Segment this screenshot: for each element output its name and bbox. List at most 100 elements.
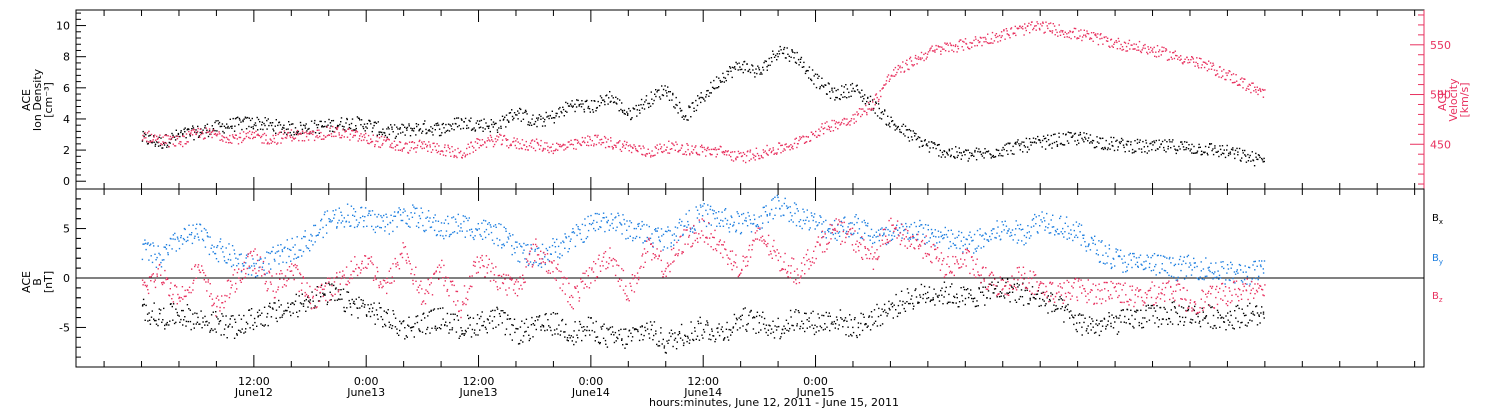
by-series-point (294, 253, 296, 256)
ion-density-point (741, 68, 743, 71)
velocity-point (860, 115, 862, 118)
bx-series-point (576, 334, 578, 336)
ion-density-point (396, 126, 398, 128)
bx-series-point (368, 307, 371, 310)
velocity-point (450, 155, 452, 157)
velocity-point (284, 136, 287, 139)
velocity-point (1076, 38, 1078, 40)
bx-series-point (716, 327, 718, 330)
ion-density-point (661, 85, 663, 87)
ion-density-point (543, 121, 545, 123)
ion-density-point (832, 91, 834, 93)
by-series-point (651, 233, 653, 235)
velocity-point (1068, 36, 1070, 39)
bottom-left-tick-label: 0 (63, 272, 70, 285)
bx-series-point (860, 322, 862, 325)
bx-series-point (1217, 317, 1219, 319)
ion-density-point (504, 116, 506, 118)
velocity-point (1236, 80, 1238, 82)
ion-density-point (1029, 141, 1032, 143)
ion-density-point (360, 119, 363, 121)
bx-series-point (535, 328, 537, 331)
ion-density-point (544, 118, 546, 121)
velocity-point (621, 146, 624, 148)
velocity-point (193, 128, 195, 131)
by-series-point (240, 253, 242, 255)
velocity-point (780, 144, 782, 147)
by-series-point (450, 233, 452, 235)
by-series-point (684, 225, 686, 227)
by-series-point (481, 222, 483, 224)
ion-density-point (141, 140, 144, 142)
bx-series-point (1184, 316, 1187, 319)
bx-series-point (1033, 297, 1035, 299)
ion-density-point (651, 98, 653, 100)
by-series-point (777, 196, 779, 199)
ion-density-point (151, 142, 153, 144)
bx-series-point (445, 321, 447, 323)
velocity-point (742, 160, 745, 162)
velocity-point (479, 139, 481, 141)
by-series-point (759, 228, 761, 230)
velocity-point (349, 133, 352, 135)
bx-series-point (509, 318, 512, 320)
bx-series-point (1190, 318, 1192, 321)
by-series-point (513, 247, 515, 250)
velocity-point (666, 146, 668, 148)
bx-series-point (1082, 314, 1084, 316)
ion-density-point (146, 143, 149, 145)
ion-density-point (856, 89, 859, 91)
bx-series-point (963, 288, 966, 291)
velocity-point (689, 154, 691, 156)
velocity-point (1124, 42, 1127, 44)
bx-series-point (651, 324, 653, 326)
by-series-point (459, 230, 461, 232)
ion-density-point (562, 108, 565, 111)
bx-series-point (938, 300, 941, 302)
velocity-point (1208, 68, 1210, 70)
ion-density-point (282, 126, 284, 129)
bx-series-point (142, 304, 144, 306)
velocity-point (1021, 25, 1024, 28)
ion-density-point (810, 79, 813, 82)
velocity-point (330, 133, 333, 135)
bx-series-point (721, 326, 723, 328)
bx-series-point (746, 324, 748, 326)
bx-series-point (569, 337, 571, 339)
by-series-point (190, 234, 192, 236)
ion-density-point (155, 141, 158, 143)
ion-density-point (826, 93, 828, 95)
ion-density-point (841, 85, 843, 87)
ion-density-point (165, 134, 167, 136)
velocity-point (459, 152, 461, 154)
by-series-point (695, 206, 697, 208)
velocity-point (778, 142, 781, 144)
by-series-point (612, 219, 614, 221)
bx-series-point (298, 310, 301, 312)
by-series-point (805, 219, 807, 221)
velocity-point (500, 134, 502, 136)
ion-density-point (259, 121, 261, 123)
ion-density-point (257, 118, 260, 121)
ion-density-point (527, 123, 529, 126)
velocity-point (1050, 30, 1052, 32)
bx-series-point (343, 310, 346, 312)
ion-density-point (781, 52, 784, 54)
ion-density-point (864, 103, 867, 105)
bx-series-point (285, 310, 287, 312)
by-series-point (372, 228, 375, 231)
bx-series-point (940, 289, 942, 292)
by-series-point (274, 252, 277, 254)
velocity-point (208, 131, 210, 133)
ion-density-point (941, 151, 944, 154)
by-series-point (481, 238, 484, 240)
by-series-point (188, 224, 190, 226)
by-series-point (311, 235, 313, 237)
by-series-point (528, 252, 531, 255)
ion-density-point (729, 67, 732, 69)
velocity-point (788, 145, 791, 147)
bx-series-point (1207, 304, 1210, 306)
by-series-point (175, 250, 177, 252)
bx-series-point (805, 312, 807, 315)
